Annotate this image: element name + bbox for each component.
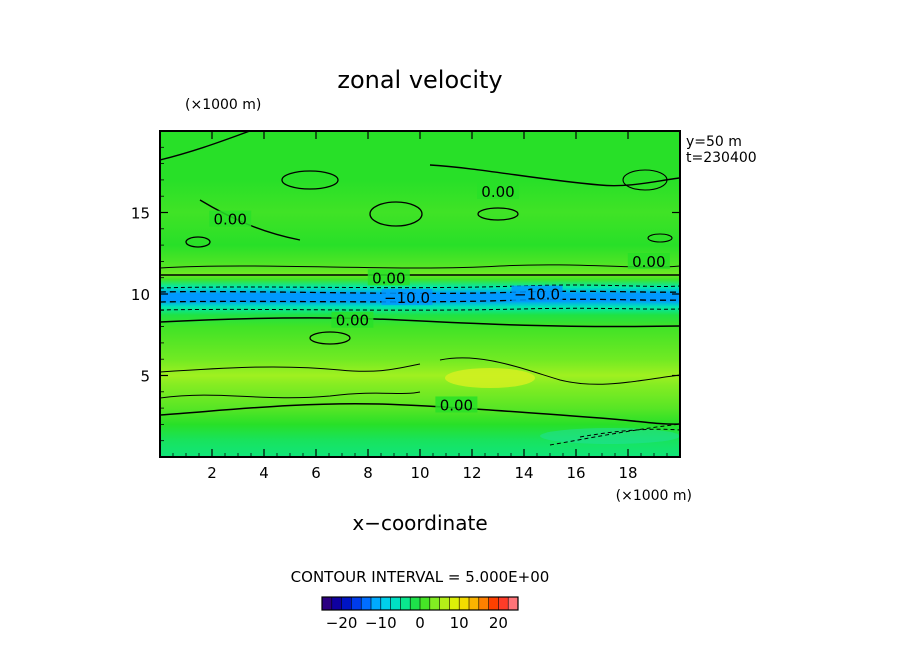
- contour-label-bg: [477, 182, 519, 199]
- x-tick-label: 6: [311, 464, 321, 482]
- contour-eddy-1: [281, 170, 339, 190]
- colorbar-cell: [351, 597, 362, 610]
- positive-anomaly: [445, 368, 535, 388]
- contour-label: −10.0: [384, 289, 430, 307]
- x-tick-label: 4: [259, 464, 269, 482]
- colorbar-tick-label: 10: [450, 614, 469, 632]
- colorbar: [321, 596, 519, 611]
- colorbar-tick-label: 20: [489, 614, 508, 632]
- y-axis-ticks: 5 10 15: [131, 146, 680, 442]
- contour-eddy-2: [369, 201, 423, 227]
- contour-label: 0.00: [372, 269, 405, 287]
- x-tick-label: 12: [462, 464, 481, 482]
- contour-eddy-6: [622, 169, 668, 191]
- colorbar-labels: −20 −10 0 10 20: [326, 614, 508, 632]
- contour-line-zero-mid: [160, 317, 680, 328]
- chart-title: zonal velocity: [337, 66, 502, 94]
- contour-line-minus5: [160, 284, 680, 289]
- y-tick-label: 15: [131, 205, 150, 223]
- info-time: t=230400: [686, 150, 757, 166]
- contour-eddy-3: [477, 207, 519, 221]
- contour-line-minus5-lower: [160, 307, 680, 311]
- contour-label: 0.00: [481, 183, 514, 201]
- contour-line-minus10-lower: [160, 298, 680, 303]
- colorbar-cell: [508, 597, 518, 610]
- contour-label: 0.00: [213, 211, 246, 229]
- x-axis-label: x−coordinate: [352, 511, 487, 535]
- contour-label-bg: [367, 269, 410, 286]
- colorbar-cell: [420, 597, 430, 610]
- negative-anomaly: [540, 428, 680, 444]
- colorbar-cell: [439, 597, 450, 610]
- colorbar-cell: [469, 597, 479, 610]
- colorbar-cell: [371, 597, 381, 610]
- contour-line-neg-corner: [549, 423, 680, 446]
- x-tick-label: 16: [566, 464, 585, 482]
- colorbar-cell: [478, 597, 489, 610]
- contour-line-5: [160, 264, 680, 269]
- colorbar-cell: [390, 597, 401, 610]
- contour-interval-text: CONTOUR INTERVAL = 5.000E+00: [291, 568, 550, 586]
- contour-label-bg: [627, 253, 670, 270]
- contour-label: −10.0: [514, 286, 560, 304]
- contour-line-5-low: [160, 391, 421, 399]
- colorbar-tick-label: −10: [365, 614, 397, 632]
- contour-line-5-east: [439, 357, 680, 385]
- colorbar-cell: [361, 597, 371, 610]
- contour-line-5-band: [160, 363, 421, 373]
- y-tick-label: 5: [140, 368, 150, 386]
- contour-line-minus10: [160, 290, 680, 295]
- x-axis-ticks: 2 4 6 8 10 12 14 16 18: [172, 131, 668, 482]
- x-axis-unit: (×1000 m): [616, 488, 692, 504]
- colorbar-cell: [331, 597, 342, 610]
- x-tick-label: 2: [207, 464, 217, 482]
- colorbar-cell: [498, 597, 509, 610]
- field-features: [445, 368, 680, 444]
- colorbar-tick-label: 0: [415, 614, 425, 632]
- x-tick-label: 10: [410, 464, 429, 482]
- colorbar-frame: [321, 596, 519, 611]
- y-tick-label: 10: [131, 286, 150, 304]
- contour-eddy-4: [185, 236, 211, 248]
- colorbar-cell: [322, 597, 332, 610]
- contour-eddy-7: [647, 233, 673, 243]
- contour-label: 0.00: [440, 396, 473, 414]
- contour-line-zero-north: [429, 164, 680, 187]
- x-tick-label: 14: [514, 464, 533, 482]
- colorbar-cell: [429, 597, 440, 610]
- x-tick-label: 8: [363, 464, 373, 482]
- contour-label: 0.00: [632, 253, 665, 271]
- info-depth: y=50 m: [686, 134, 742, 150]
- contour-label-bg: [381, 288, 433, 305]
- contour-label-bg: [209, 210, 252, 227]
- contour-label-bg: [435, 396, 478, 413]
- colorbar-cell: [410, 597, 420, 610]
- colorbar-cell: [380, 597, 391, 610]
- contour-eddy-5: [309, 331, 351, 345]
- contour-label-bg: [511, 285, 563, 302]
- colorbar-cell: [400, 597, 411, 610]
- colorbar-cell: [341, 597, 352, 610]
- colorbar-cell: [449, 597, 460, 610]
- y-axis-unit: (×1000 m): [185, 97, 261, 113]
- x-tick-label: 18: [618, 464, 637, 482]
- contour-label-bg: [331, 311, 374, 328]
- colorbar-cell: [459, 597, 469, 610]
- contour-label: 0.00: [336, 312, 369, 330]
- contour-labels: 0.00 0.00 0.00 0.00 −10.0 −10.0 0.00 0.00: [209, 182, 670, 414]
- colorbar-cell: [488, 597, 499, 610]
- colorbar-tick-label: −20: [326, 614, 358, 632]
- contour-line-zero-nw: [160, 131, 251, 161]
